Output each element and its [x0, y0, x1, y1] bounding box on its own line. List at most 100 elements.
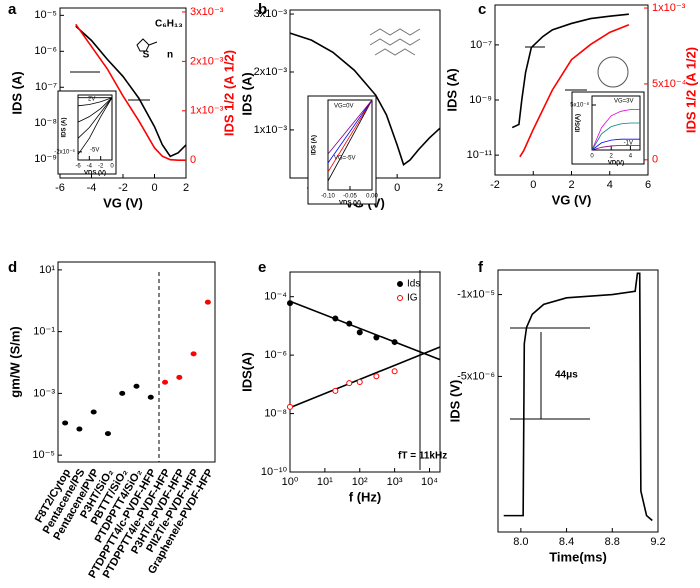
y-axis-label: IDS (A) — [312, 135, 318, 155]
x-tick-label: 10¹ — [317, 476, 333, 488]
x-tick-label: -2 — [490, 179, 500, 191]
inset: 0 2 4 5x10⁻⁸ VD(V) IDS(A) VG=3V -1V — [570, 91, 645, 167]
annotation: 2V — [88, 97, 95, 103]
data-line — [511, 13, 629, 129]
data-line — [77, 97, 113, 107]
annotation: VG=0V — [334, 104, 354, 110]
x-axis-label: VG (V) — [552, 192, 592, 207]
y-tick-label: 10⁻¹ — [33, 326, 55, 338]
data-point — [147, 394, 154, 400]
y-tick-label: 10⁻⁶ — [264, 349, 287, 361]
annotation: 44μs — [555, 370, 578, 381]
plot-frame — [497, 269, 659, 533]
x-tick-label: 0 — [110, 164, 114, 170]
data-line — [75, 25, 187, 158]
y-tick-label: 10⁻⁸ — [34, 117, 57, 129]
y-tick-label: -2x10⁻⁶ — [54, 148, 75, 155]
data-line — [77, 97, 113, 139]
y-tick-label: 10⁻⁸ — [264, 407, 287, 419]
y2-tick-label: 0 — [652, 154, 658, 166]
x-tick-label: 2 — [568, 179, 574, 191]
annotation: S — [143, 50, 150, 61]
data-line — [327, 99, 373, 182]
x-tick-label: 10⁴ — [421, 476, 438, 488]
data-point — [133, 383, 140, 389]
x-tick-label: -4 — [87, 182, 97, 194]
y-tick-label: 1x10⁻³ — [254, 124, 288, 136]
y-tick-label: 10⁻⁶ — [34, 45, 57, 57]
data-line — [591, 109, 640, 151]
y-tick-label: 10⁻¹¹ — [467, 149, 493, 161]
y2-tick-label: 2x10⁻³ — [190, 55, 224, 67]
y2-tick-label: 3x10⁻³ — [190, 6, 224, 18]
x-tick-label: 0.00 — [366, 194, 378, 200]
panel-label: e — [258, 259, 266, 276]
x-tick-label: 8.0 — [513, 536, 528, 548]
y-tick-label: -1x10⁻⁵ — [457, 288, 495, 300]
y2-tick-label: 1x10⁻³ — [190, 105, 224, 117]
x-tick-label: 8.8 — [605, 536, 620, 548]
data-point — [119, 390, 126, 396]
y-tick-label: 10⁻⁵ — [32, 449, 55, 461]
x-tick-label: 0 — [590, 154, 594, 160]
graphene-sketch — [369, 28, 421, 56]
y-tick-label: 5x10⁻⁸ — [570, 102, 589, 109]
data-point — [287, 403, 293, 410]
data-point — [391, 368, 398, 375]
panel: f 8.0 8.4 8.8 9.2 -1x10⁻⁵ -5x10⁻⁶ Time(ms) IDS (… — [447, 259, 665, 564]
y2-axis-label: IDS 1/2 (A 1/2) — [683, 47, 698, 133]
data-point — [346, 380, 353, 387]
data-point — [76, 426, 83, 432]
data-line — [591, 145, 640, 151]
annotation: -1V — [624, 141, 633, 147]
y-tick-label: 10⁻⁵ — [34, 9, 57, 21]
data-point — [90, 409, 97, 415]
data-line — [77, 97, 113, 155]
x-tick-label: 0 — [394, 182, 400, 194]
y-axis-label: IDS (V) — [447, 380, 462, 423]
data-line — [327, 99, 373, 173]
y-tick-label: 10⁻⁷ — [35, 81, 57, 93]
panel: e 10⁰ 10¹ 10² 10³ 10⁴ 10⁻¹⁰ 10⁻⁸ 10⁻⁶ 10⁻⁴ f (Hz) I… — [239, 259, 447, 504]
fullerene-sketch — [597, 56, 629, 88]
data-line — [289, 32, 441, 166]
annotation: fT = 11kHz — [398, 451, 447, 462]
plot-frame — [289, 271, 441, 473]
data-point — [204, 299, 211, 305]
x-tick-label: -6 — [75, 164, 81, 170]
data-line — [327, 99, 373, 155]
x-axis-label: VG (V) — [103, 195, 143, 210]
x-tick-label: 2 — [183, 182, 189, 194]
legend-marker — [397, 281, 403, 287]
y-tick-label: 10⁻⁷ — [470, 39, 492, 51]
legend-marker — [397, 295, 403, 301]
legend-label: IG — [407, 293, 418, 304]
y-tick-label: 10⁻⁹ — [469, 94, 492, 106]
data-line — [77, 97, 113, 123]
x-tick-label: -2 — [118, 182, 128, 194]
x-axis-label: Time(ms) — [549, 549, 607, 564]
annotation: VG=3V — [614, 99, 634, 105]
y-axis-label: IDS (A) — [9, 71, 24, 114]
annotation: -5V — [90, 148, 99, 154]
data-line — [327, 99, 373, 164]
plot-frame — [57, 261, 216, 463]
fit-line — [289, 346, 441, 409]
x-tick-label: 0 — [530, 179, 536, 191]
panel: a -6 -4 -2 0 2 10⁻⁹ 10⁻⁸ 10⁻⁷ 10⁻⁶ 10⁻⁵ 0 1x10⁻³ 2x10… — [8, 1, 236, 210]
x-tick-label: 2 — [437, 182, 443, 194]
panel: c -2 0 2 4 6 10⁻¹¹ 10⁻⁹ 10⁻⁷ 0 5x10⁻⁴ 1x10⁻³ VG (V) I… — [444, 1, 698, 207]
data-line — [519, 23, 630, 158]
data-point — [162, 379, 169, 385]
y-tick-label: 2x10⁻³ — [254, 66, 288, 78]
y2-tick-label: 5x10⁻⁴ — [652, 78, 687, 90]
y-axis-label: IDS (A) — [239, 72, 254, 115]
data-point — [391, 339, 398, 346]
x-tick-label: 10² — [352, 476, 368, 488]
y2-tick-label: 1x10⁻³ — [652, 2, 686, 14]
plot-frame — [77, 94, 113, 161]
x-tick-label: 0 — [151, 182, 157, 194]
annotation: VG=-5V — [334, 156, 356, 162]
y-axis-label: gm/W (S/m) — [7, 326, 22, 398]
